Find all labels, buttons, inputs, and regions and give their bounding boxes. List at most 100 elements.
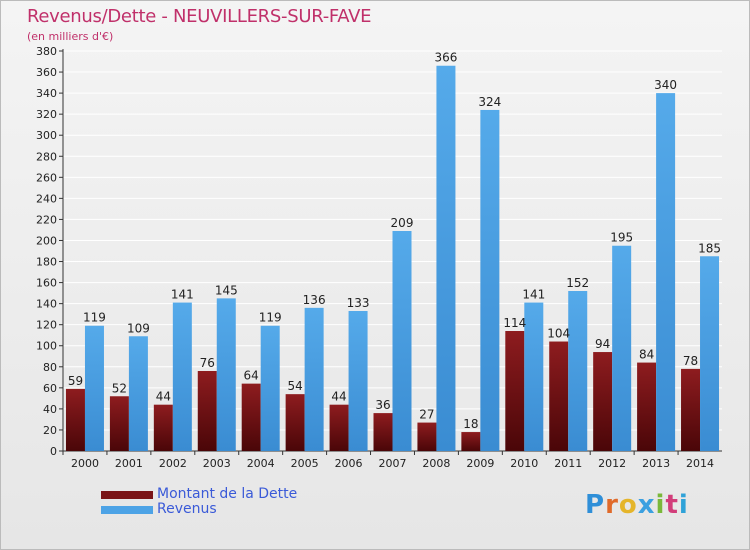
data-label: 59 [68, 374, 83, 388]
bar-revenus-2006 [348, 311, 368, 451]
bar-revenus-2009 [480, 109, 500, 452]
chart-title: Revenus/Dette - NEUVILLERS-SUR-FAVE [27, 6, 372, 27]
bar-revenus-2010 [524, 302, 544, 451]
data-label: 209 [391, 216, 414, 230]
data-label: 44 [331, 390, 346, 404]
y-axis-ticks: 0 20 40 60 80 100 120 140 160 180 200 220 240 260 280 3… [36, 45, 63, 458]
data-label: 141 [171, 288, 194, 302]
chart-subtitle: (en milliers d'€) [27, 30, 114, 43]
bar-dette-2001 [109, 396, 129, 451]
data-label: 324 [478, 95, 501, 109]
data-label: 340 [654, 78, 677, 92]
x-tick-label: 2004 [247, 457, 275, 470]
bar-dette-2011 [549, 341, 569, 451]
data-label: 54 [287, 379, 302, 393]
data-label: 152 [566, 276, 589, 290]
x-tick-label: 2006 [335, 457, 363, 470]
data-label: 133 [347, 296, 370, 310]
bar-revenus-2001 [128, 336, 148, 451]
legend: Montant de la Dette Revenus [101, 487, 297, 517]
y-tick-label: 180 [36, 256, 57, 269]
x-tick-label: 2013 [642, 457, 670, 470]
bar-dette-2005 [285, 394, 305, 451]
x-tick-label: 2011 [554, 457, 582, 470]
legend-item-dette: Montant de la Dette [101, 487, 297, 502]
bar-revenus-2007 [392, 231, 412, 451]
x-tick-label: 2000 [71, 457, 99, 470]
y-tick-label: 160 [36, 277, 57, 290]
data-label: 145 [215, 283, 238, 297]
legend-swatch-dette [101, 490, 153, 499]
bar-revenus-2013 [656, 93, 676, 452]
logo-letter: t [665, 490, 679, 520]
logo-letter: i [655, 490, 666, 520]
legend-swatch-revenus [101, 505, 153, 514]
y-tick-label: 120 [36, 319, 57, 332]
data-label: 27 [419, 408, 434, 422]
bar-dette-2000 [65, 388, 85, 451]
data-label: 141 [522, 288, 545, 302]
y-tick-label: 40 [43, 403, 57, 416]
y-tick-label: 140 [36, 298, 57, 311]
bar-revenus-2004 [260, 325, 280, 451]
bar-dette-2008 [417, 422, 437, 451]
data-label: 44 [156, 390, 171, 404]
data-labels: 59 119 52 109 44 141 76 145 64 119 54 136 44 133 36 209… [68, 51, 721, 431]
bar-dette-2007 [373, 413, 393, 451]
bar-dette-2004 [241, 383, 261, 451]
data-label: 136 [303, 293, 326, 307]
bar-revenus-2012 [612, 245, 632, 451]
y-tick-label: 80 [43, 361, 57, 374]
data-label: 36 [375, 398, 390, 412]
bar-revenus-2002 [172, 302, 192, 451]
legend-label-revenus: Revenus [157, 501, 217, 517]
bars [65, 65, 720, 452]
y-tick-label: 200 [36, 234, 57, 247]
x-tick-label: 2005 [291, 457, 319, 470]
bar-dette-2010 [505, 331, 525, 451]
data-label: 76 [200, 356, 215, 370]
y-tick-label: 340 [36, 87, 57, 100]
bar-revenus-2011 [568, 291, 588, 451]
x-tick-label: 2002 [159, 457, 187, 470]
y-tick-label: 260 [36, 171, 57, 184]
bar-dette-2006 [329, 404, 349, 451]
x-tick-label: 2008 [422, 457, 450, 470]
logo-letter: P [585, 490, 606, 520]
bar-dette-2009 [461, 432, 481, 451]
data-label: 195 [610, 231, 633, 245]
y-tick-label: 20 [43, 424, 57, 437]
bar-dette-2012 [593, 352, 613, 451]
proxiti-logo: Proxiti [585, 490, 689, 520]
bar-revenus-2000 [84, 325, 104, 451]
bar-revenus-2003 [216, 298, 236, 451]
y-tick-label: 360 [36, 66, 57, 79]
x-tick-label: 2009 [466, 457, 494, 470]
y-tick-label: 0 [50, 445, 57, 458]
y-tick-label: 380 [36, 45, 57, 58]
data-label: 119 [259, 311, 282, 325]
y-tick-label: 100 [36, 340, 57, 353]
y-tick-label: 320 [36, 108, 57, 121]
x-tick-label: 2012 [598, 457, 626, 470]
bar-dette-2014 [681, 368, 701, 451]
bar-dette-2002 [153, 404, 173, 451]
y-tick-label: 280 [36, 150, 57, 163]
data-label: 64 [244, 369, 259, 383]
logo-letter: o [618, 490, 638, 520]
bar-revenus-2014 [700, 256, 720, 451]
data-label: 94 [595, 337, 610, 351]
logo-letter: r [605, 490, 619, 520]
x-tick-label: 2003 [203, 457, 231, 470]
x-tick-label: 2001 [115, 457, 143, 470]
bar-revenus-2005 [304, 307, 324, 451]
bar-dette-2013 [637, 362, 657, 451]
logo-letter: i [678, 490, 689, 520]
data-label: 114 [503, 316, 526, 330]
data-label: 18 [463, 417, 478, 431]
bar-dette-2003 [197, 371, 217, 451]
data-label: 52 [112, 381, 127, 395]
y-tick-label: 60 [43, 382, 57, 395]
